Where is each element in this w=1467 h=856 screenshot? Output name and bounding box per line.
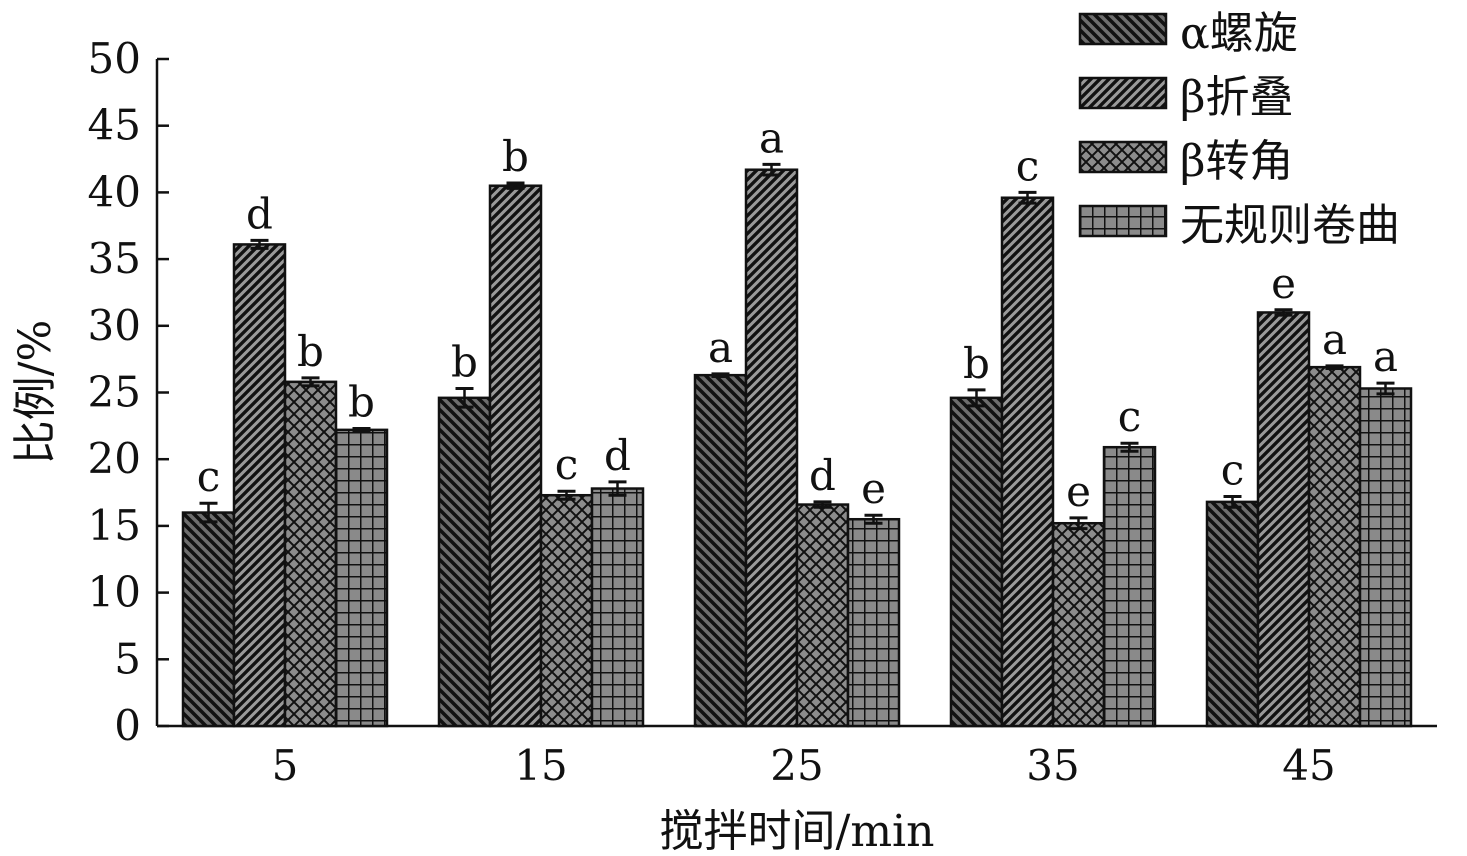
bar	[1102, 445, 1157, 728]
bar	[1051, 521, 1106, 728]
y-tick-label: 10	[88, 568, 141, 617]
y-tick-label: 45	[88, 101, 141, 150]
x-ticks: 5 15 25 35 45	[272, 741, 1336, 790]
significance-letter: d	[604, 431, 631, 480]
significance-letter: b	[451, 337, 478, 386]
significance-letter: a	[1322, 315, 1347, 364]
significance-letter: a	[1373, 332, 1398, 381]
significance-letter: e	[1066, 467, 1091, 516]
bar	[232, 243, 287, 728]
x-tick-label: 35	[1026, 741, 1079, 790]
bar	[590, 487, 645, 728]
bar	[181, 511, 236, 728]
bar	[949, 396, 1004, 728]
bar	[283, 380, 338, 728]
significance-letter: d	[809, 451, 836, 500]
legend-swatch	[1078, 76, 1168, 110]
legend-label: β折叠	[1180, 72, 1293, 123]
bar	[1358, 387, 1413, 728]
legend-swatch	[1078, 204, 1168, 238]
y-tick-label: 30	[88, 301, 141, 350]
legend-label: β转角	[1180, 136, 1293, 187]
significance-letter: c	[197, 452, 221, 501]
bar	[1000, 196, 1055, 728]
significance-letter: e	[861, 464, 886, 513]
significance-letter: b	[963, 339, 990, 388]
error-bars	[199, 162, 1395, 531]
y-tick-label: 25	[88, 368, 141, 417]
bar	[437, 396, 492, 728]
y-tick-label: 50	[88, 34, 141, 83]
significance-letter: e	[1271, 259, 1296, 308]
bar	[693, 373, 748, 728]
y-tick-label: 15	[88, 501, 141, 550]
y-ticks: 0 5 10 15 20 25 30 35 40 45 50	[88, 34, 169, 750]
y-tick-label: 40	[88, 167, 141, 216]
y-tick-label: 0	[114, 701, 141, 750]
bar	[1307, 365, 1362, 728]
x-axis-label: 搅拌时间/min	[660, 806, 935, 856]
bar	[334, 428, 389, 728]
y-axis-label: 比例/%	[10, 320, 61, 465]
significance-letter: a	[759, 113, 784, 162]
y-tick-label: 5	[114, 634, 141, 683]
legend-swatch	[1078, 12, 1168, 46]
significance-letter: c	[1016, 141, 1040, 190]
x-tick-label: 5	[272, 741, 299, 790]
significance-letter: b	[348, 378, 375, 427]
y-tick-label: 20	[88, 434, 141, 483]
bar	[795, 503, 850, 728]
x-tick-label: 15	[514, 741, 567, 790]
significance-letter: c	[1221, 446, 1245, 495]
bar	[488, 184, 543, 728]
bar	[539, 493, 594, 728]
significance-letter: a	[708, 323, 733, 372]
bars	[181, 168, 1413, 728]
legend-label: 无规则卷曲	[1180, 200, 1400, 251]
x-tick-label: 25	[770, 741, 823, 790]
bar	[846, 517, 901, 728]
significance-letter: b	[297, 327, 324, 376]
significance-letter: c	[555, 440, 579, 489]
bar	[1256, 311, 1311, 728]
x-tick-label: 45	[1282, 741, 1335, 790]
legend-label: α螺旋	[1180, 8, 1298, 59]
significance-letter: c	[1118, 392, 1142, 441]
legend-swatch	[1078, 140, 1168, 174]
bar	[1205, 500, 1260, 728]
y-tick-label: 35	[88, 234, 141, 283]
significance-letter: d	[246, 189, 273, 238]
bar	[744, 168, 799, 728]
significance-letter: b	[502, 132, 529, 181]
